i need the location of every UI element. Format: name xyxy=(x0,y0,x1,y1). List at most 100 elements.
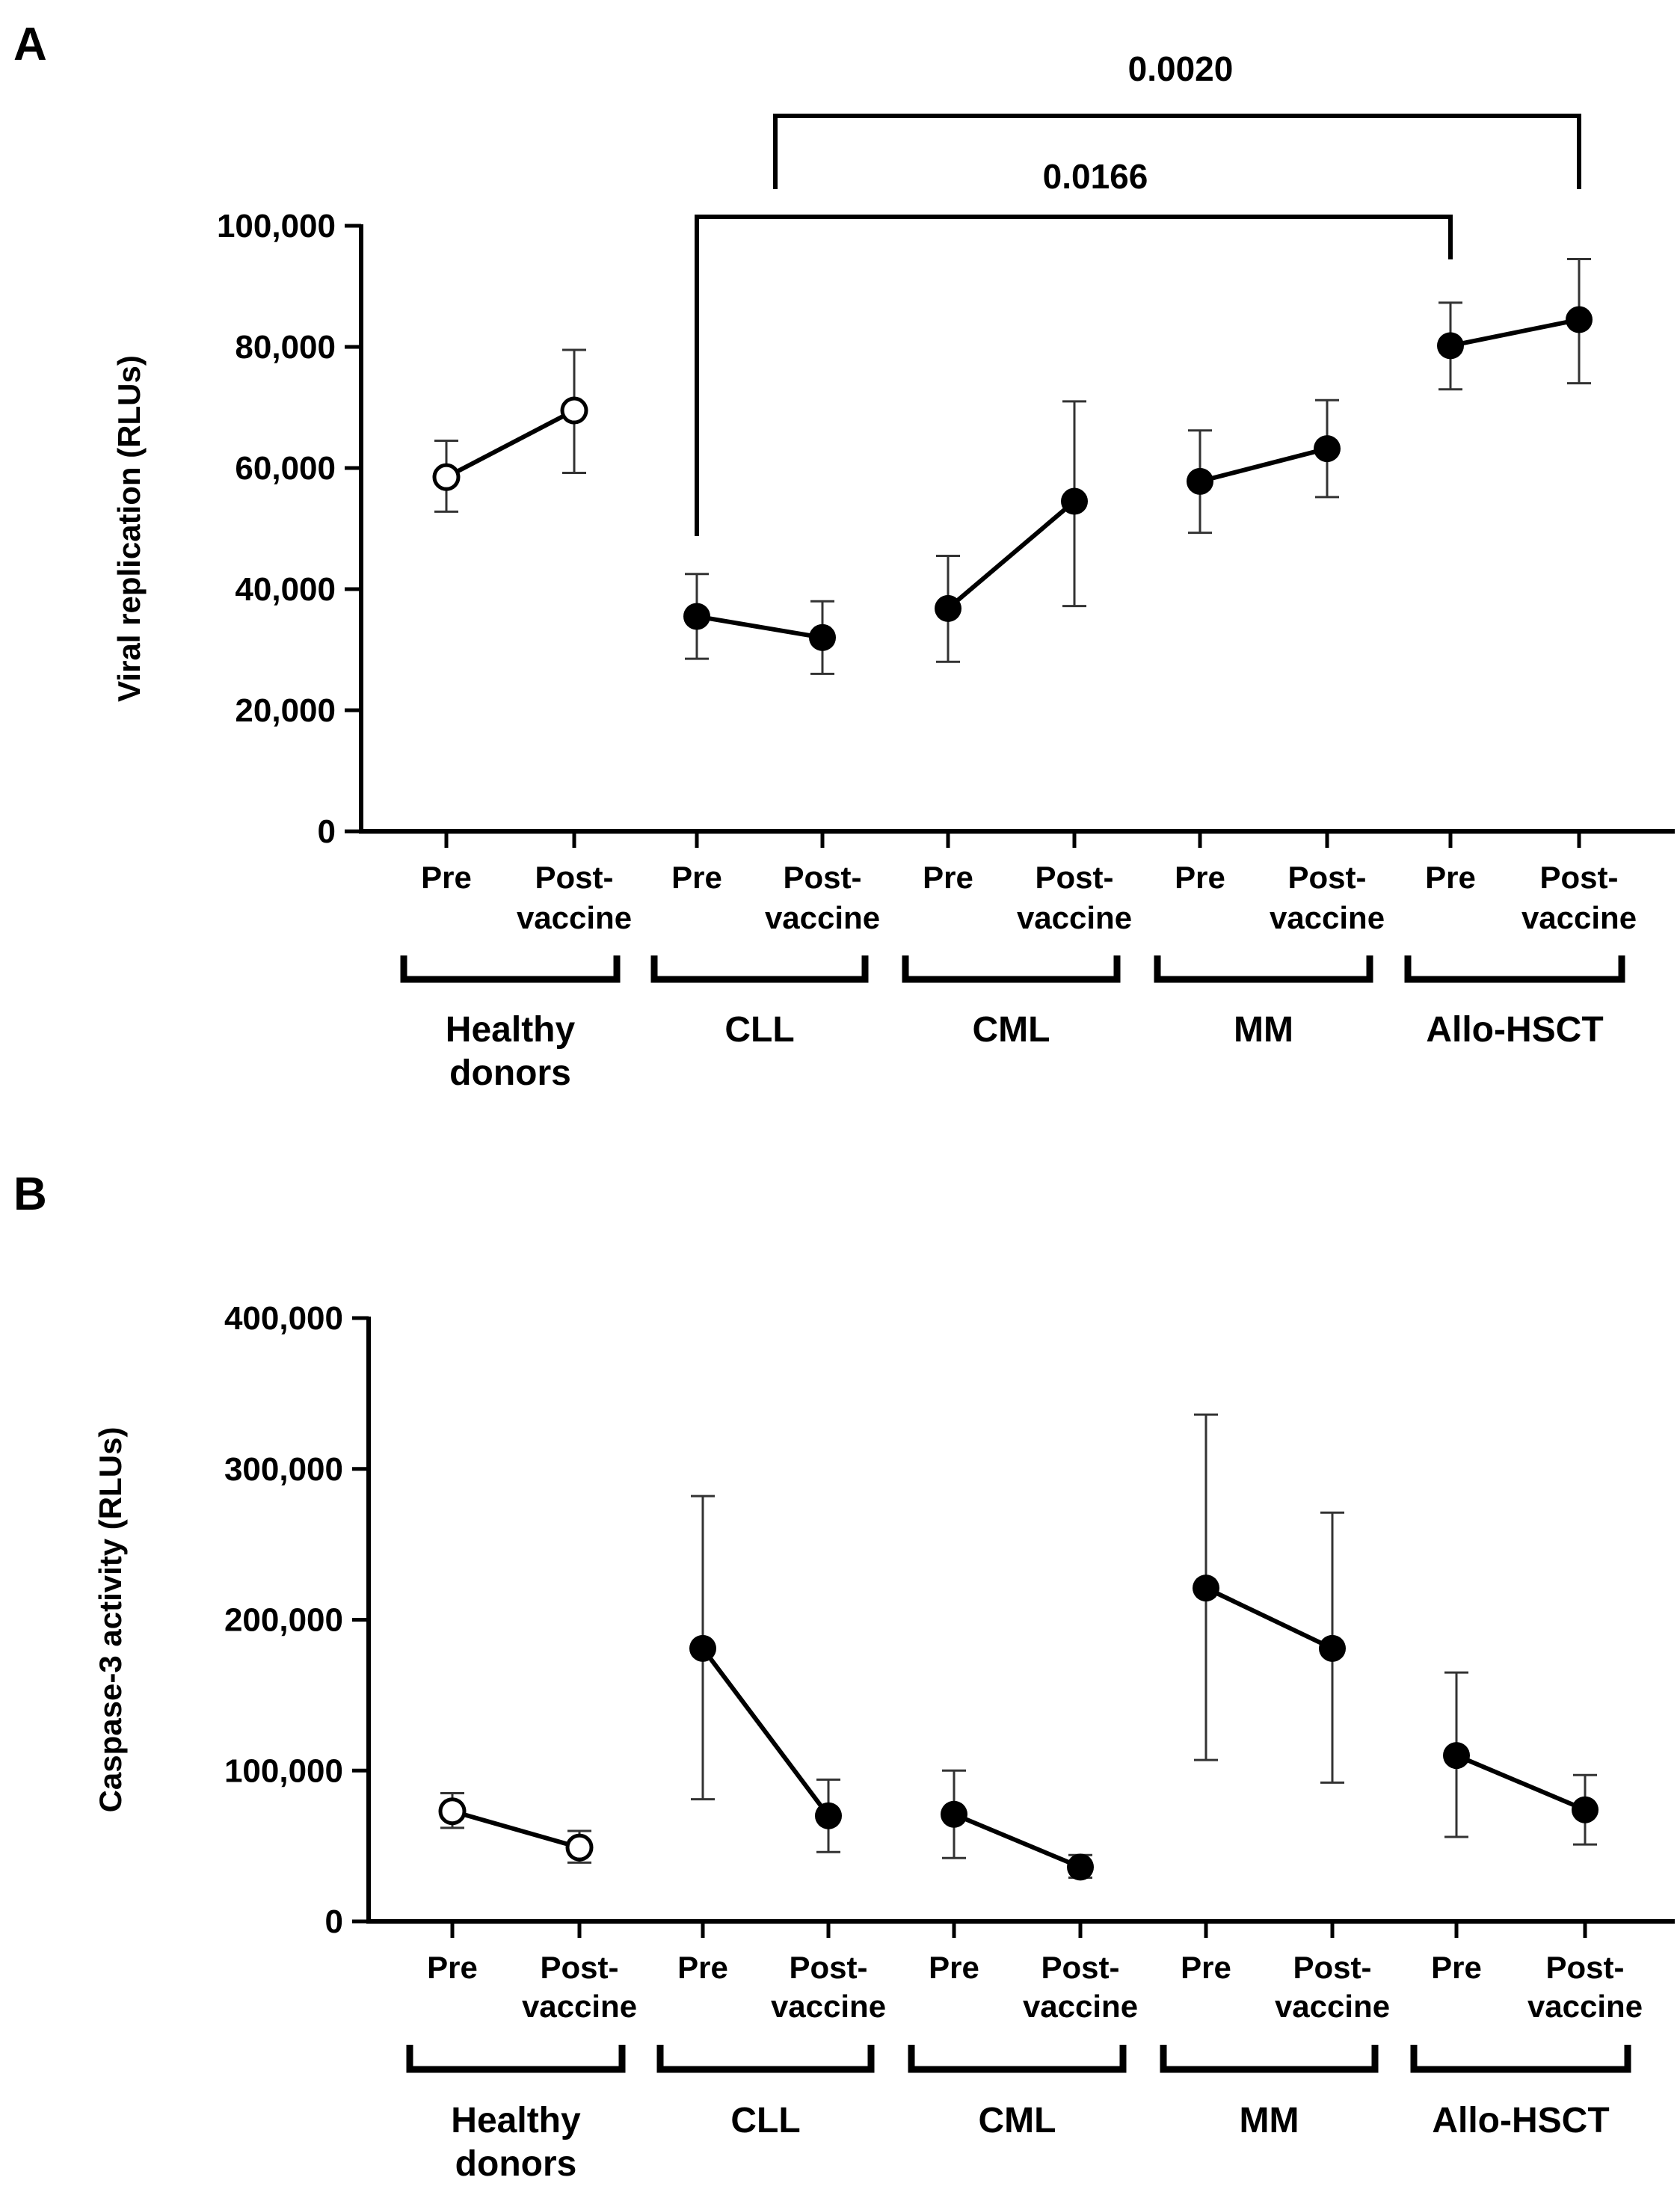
y-tick-label: 300,000 xyxy=(224,1451,343,1488)
data-point xyxy=(1319,1634,1346,1662)
x-category-label: Post- xyxy=(1041,1950,1120,1985)
group-label: Allo-HSCT xyxy=(1432,2101,1609,2140)
series-line xyxy=(1204,1586,1334,1651)
series-line xyxy=(1199,446,1328,484)
x-category-label: vaccine xyxy=(517,900,632,935)
x-category-label: vaccine xyxy=(1017,900,1132,935)
p-value-label: 0.0020 xyxy=(1128,49,1234,88)
x-category-label: vaccine xyxy=(1023,1989,1138,2024)
y-tick-label: 100,000 xyxy=(224,1752,343,1789)
data-point xyxy=(560,396,588,425)
group-label: donors xyxy=(449,1053,571,1093)
series-line xyxy=(696,614,823,640)
group-label: Allo-HSCT xyxy=(1426,1010,1603,1050)
x-category-label: Post- xyxy=(790,1950,868,1985)
y-tick-label: 400,000 xyxy=(224,1300,343,1337)
x-category-label: Post- xyxy=(535,860,614,895)
data-point xyxy=(1437,332,1464,360)
series-line xyxy=(701,1647,831,1817)
group-bracket xyxy=(406,2045,626,2073)
series-line xyxy=(947,499,1076,611)
x-category-label: vaccine xyxy=(765,900,880,935)
data-point xyxy=(1566,306,1593,333)
data-point xyxy=(815,1802,842,1829)
data-point xyxy=(565,1833,594,1862)
x-category-label: Pre xyxy=(671,860,722,895)
data-point xyxy=(1443,1742,1470,1770)
series-line xyxy=(953,1811,1082,1870)
group-label: CLL xyxy=(730,2101,800,2140)
y-tick-label: 40,000 xyxy=(235,571,336,608)
group-label: MM xyxy=(1240,2101,1299,2140)
group-bracket xyxy=(902,955,1121,983)
panel-B-letter: B xyxy=(13,1169,47,1220)
y-tick-label: 0 xyxy=(318,813,336,850)
x-category-label: Pre xyxy=(1175,860,1225,895)
x-category-label: Pre xyxy=(1181,1950,1231,1985)
x-category-label: Post- xyxy=(1540,860,1619,895)
data-point xyxy=(941,1800,967,1828)
data-point xyxy=(432,463,461,491)
group-bracket xyxy=(908,2045,1127,2073)
group-bracket xyxy=(1154,955,1373,983)
x-category-label: vaccine xyxy=(1270,900,1385,935)
group-bracket xyxy=(1410,2045,1631,2073)
x-category-label: Post- xyxy=(784,860,862,895)
data-point xyxy=(1187,467,1213,495)
x-category-label: vaccine xyxy=(1521,900,1637,935)
x-category-label: Pre xyxy=(427,1950,478,1985)
series-line xyxy=(445,408,576,479)
data-point xyxy=(1572,1796,1599,1823)
group-label: donors xyxy=(455,2144,577,2184)
x-category-label: Post- xyxy=(1036,860,1114,895)
y-axis-title: Caspase-3 activity (RLUs) xyxy=(93,1427,128,1813)
x-category-label: Pre xyxy=(929,1950,979,1985)
x-category-label: Pre xyxy=(923,860,973,895)
x-category-label: vaccine xyxy=(1527,1989,1643,2024)
data-point xyxy=(689,1634,716,1662)
panel-B-chart: 0 100,000 200,000 300,000 400,000 Caspase-3 a… xyxy=(93,1300,1675,2184)
x-category-label: Post- xyxy=(541,1950,619,1985)
y-tick-label: 20,000 xyxy=(235,692,336,729)
group-label: CML xyxy=(979,2101,1056,2140)
group-bracket xyxy=(1160,2045,1379,2073)
x-category-label: vaccine xyxy=(771,1989,886,2024)
y-tick-label: 200,000 xyxy=(224,1602,343,1639)
significance-bracket xyxy=(773,114,1581,189)
data-point xyxy=(1061,487,1088,515)
data-point xyxy=(935,594,961,622)
x-category-label: Post- xyxy=(1288,860,1367,895)
data-point xyxy=(1067,1853,1094,1881)
series-line xyxy=(1450,317,1580,348)
significance-bracket xyxy=(695,215,1453,536)
group-bracket xyxy=(400,955,621,983)
group-bracket xyxy=(656,2045,875,2073)
x-category-label: Pre xyxy=(677,1950,728,1985)
group-label: Healthy xyxy=(451,2101,581,2140)
group-label: CLL xyxy=(724,1010,794,1050)
group-label: Healthy xyxy=(446,1010,576,1050)
x-category-label: Post- xyxy=(1546,1950,1625,1985)
data-point xyxy=(809,624,836,651)
x-category-label: Post- xyxy=(1293,1950,1372,1985)
x-category-label: Pre xyxy=(421,860,472,895)
group-bracket xyxy=(650,955,869,983)
y-tick-label: 60,000 xyxy=(235,450,336,487)
panel-A-letter: A xyxy=(13,19,47,70)
data-point xyxy=(683,603,710,630)
group-bracket xyxy=(1404,955,1625,983)
x-category-label: vaccine xyxy=(1275,1989,1390,2024)
series-line xyxy=(452,1809,580,1850)
series-line xyxy=(1455,1753,1587,1812)
data-point xyxy=(1193,1574,1219,1602)
x-category-label: vaccine xyxy=(522,1989,637,2024)
x-category-label: Pre xyxy=(1425,860,1476,895)
data-point xyxy=(1314,435,1341,463)
p-value-label: 0.0166 xyxy=(1043,157,1148,196)
group-label: MM xyxy=(1234,1010,1293,1050)
y-tick-label: 0 xyxy=(325,1903,343,1940)
y-tick-label: 80,000 xyxy=(235,329,336,366)
panel-A-chart: 0 20,000 40,000 60,000 80,000 100,000 Viral re… xyxy=(111,49,1675,1093)
data-point xyxy=(438,1797,467,1826)
